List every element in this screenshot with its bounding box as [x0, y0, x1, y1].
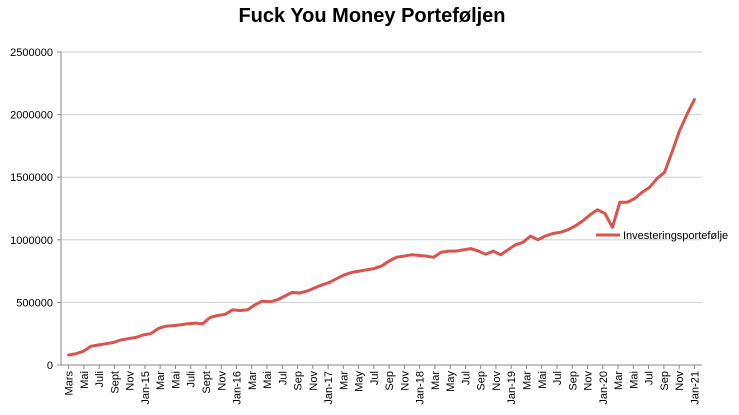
x-tick-label: Mar: [155, 371, 167, 390]
y-axis-ticks: 0 500000 1000000 1500000 2000000 2500000: [10, 47, 61, 372]
legend-label: Investeringsportefølje: [623, 230, 728, 242]
x-tick-label: Mai: [628, 371, 640, 389]
x-tick-label: Jan-15: [140, 371, 152, 405]
x-tick-label: Mar: [430, 371, 442, 390]
x-tick-label: Jan-16: [232, 371, 244, 405]
chart-title: Fuck You Money Porteføljen: [238, 5, 505, 27]
x-tick-label: Mars: [64, 371, 76, 396]
x-tick-label: Mar: [613, 371, 625, 390]
x-tick-label: Jul: [644, 371, 656, 385]
x-tick-label: Sept: [201, 371, 213, 394]
x-tick-label: Jul: [460, 371, 472, 385]
y-tick-label: 0: [47, 360, 53, 372]
x-tick-label: Nov: [399, 371, 411, 391]
x-tick-label: Sep: [659, 371, 671, 391]
x-tick-label: Juli: [94, 371, 106, 388]
x-tick-label: Sep: [293, 371, 305, 391]
x-tick-label: Mai: [170, 371, 182, 389]
y-tick-label: 2500000: [10, 47, 53, 59]
x-axis-ticks: Mars Mai Juli Sept Nov Jan-15 Mar Mai Juli Sept No…: [64, 365, 701, 405]
x-tick-label: Juli: [186, 371, 198, 388]
x-tick-label: Nov: [491, 371, 503, 391]
x-tick-label: Sep: [567, 371, 579, 391]
x-tick-label: Mai: [262, 371, 274, 389]
x-tick-label: Mar: [247, 371, 259, 390]
y-tick-label: 1500000: [10, 172, 53, 184]
x-tick-label: Jan-20: [598, 371, 610, 405]
series-line-investeringsportefolje: [67, 98, 696, 357]
x-tick-label: Nov: [216, 371, 228, 391]
x-tick-label: Mai: [79, 371, 91, 389]
x-tick-label: Sept: [109, 371, 121, 394]
x-tick-label: Nov: [308, 371, 320, 391]
x-tick-label: May: [445, 371, 457, 392]
x-tick-label: May: [354, 371, 366, 392]
x-tick-label: Jan-17: [323, 371, 335, 405]
x-tick-label: Jan-19: [506, 371, 518, 405]
x-tick-label: Jan-21: [689, 371, 701, 405]
x-tick-label: Jul: [277, 371, 289, 385]
x-tick-label: Nov: [674, 371, 686, 391]
y-tick-label: 1000000: [10, 235, 53, 247]
x-tick-label: Sep: [384, 371, 396, 391]
x-tick-label: Mai: [537, 371, 549, 389]
y-tick-label: 2000000: [10, 110, 53, 122]
x-tick-label: Jul: [369, 371, 381, 385]
x-tick-label: Mar: [521, 371, 533, 390]
legend: Investeringsportefølje: [596, 230, 728, 242]
x-tick-label: Sep: [476, 371, 488, 391]
x-tick-label: Nov: [125, 371, 137, 391]
x-tick-label: Jan-18: [415, 371, 427, 405]
gridlines: [61, 51, 702, 303]
y-tick-label: 500000: [16, 297, 53, 309]
x-tick-label: Jul: [552, 371, 564, 385]
x-tick-label: Mar: [338, 371, 350, 390]
x-tick-label: Nov: [583, 371, 595, 391]
